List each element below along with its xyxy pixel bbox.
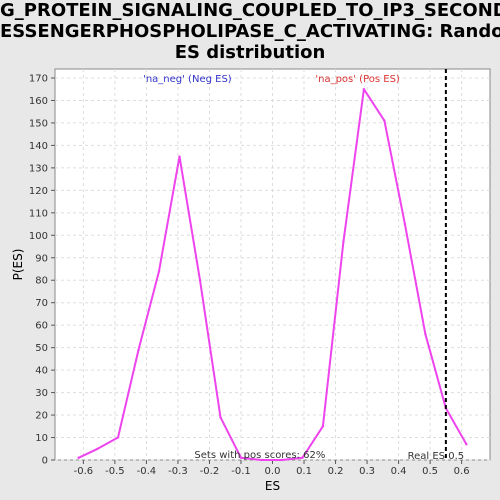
- series-point: [198, 279, 202, 282]
- series-point: [342, 240, 345, 244]
- series-point: [383, 119, 386, 122]
- y-tick-label: 0: [42, 456, 48, 467]
- y-tick-label: 110: [29, 208, 48, 219]
- series-point: [239, 456, 243, 459]
- x-tick-label: -0.6: [74, 466, 94, 477]
- y-tick-label: 70: [35, 298, 48, 309]
- x-tick-label: 0.6: [454, 466, 470, 477]
- x-tick-label: -0.1: [231, 466, 251, 477]
- x-tick-label: -0.5: [105, 466, 125, 477]
- x-tick-label: 0.5: [422, 466, 438, 477]
- y-tick-label: 30: [35, 388, 48, 399]
- series-point: [137, 348, 140, 352]
- x-tick-label: -0.2: [200, 466, 220, 477]
- series-point: [178, 155, 181, 158]
- series-point: [403, 222, 407, 226]
- y-tick-label: 90: [35, 253, 48, 264]
- chart-title-line-2: ESSENGERPHOSPHOLIPASE_C_ACTIVATING: Rand…: [0, 21, 500, 42]
- x-tick-label: 0.3: [359, 466, 375, 477]
- x-axis-label: ES: [265, 479, 280, 493]
- y-tick-label: 120: [29, 186, 48, 197]
- y-tick-label: 20: [35, 411, 48, 422]
- y-tick-label: 60: [35, 321, 48, 332]
- series-point: [424, 332, 427, 336]
- series-point: [260, 458, 263, 462]
- series-point: [219, 416, 222, 419]
- real-es-label: Real ES 0.5: [408, 451, 464, 462]
- y-tick-label: 160: [29, 96, 48, 107]
- series-point: [157, 270, 161, 273]
- x-axis: -0.6 -0.5 -0.4 -0.3 -0.2 -0.1 0.0 0.1 0.2 0.3 0.4 0…: [74, 460, 470, 477]
- y-tick-label: 150: [29, 118, 48, 129]
- pos-scores-annotation: Sets with pos scores: 62%: [194, 450, 325, 461]
- y-axis-label: P(ES): [11, 249, 25, 281]
- y-tick-label: 170: [29, 73, 48, 84]
- series-line: [78, 88, 468, 461]
- series-point: [280, 458, 284, 462]
- x-tick-label: 0.4: [391, 466, 407, 477]
- y-axis: 0 10 20 30 40 50 60 70 80 90 100 110 120 130 140 150 160…: [29, 73, 55, 467]
- x-tick-label: 0.2: [328, 466, 344, 477]
- y-tick-label: 100: [29, 231, 48, 242]
- y-tick-label: 10: [35, 433, 48, 444]
- y-tick-label: 50: [35, 343, 48, 354]
- x-tick-label: 0.1: [296, 466, 312, 477]
- series-point: [116, 436, 120, 439]
- chart-title-line-1: G_PROTEIN_SIGNALING_COUPLED_TO_IP3_SECON…: [0, 0, 500, 21]
- chart-title: G_PROTEIN_SIGNALING_COUPLED_TO_IP3_SECON…: [0, 0, 500, 63]
- series-point: [77, 456, 80, 459]
- y-tick-label: 130: [29, 163, 48, 174]
- series-point: [321, 425, 325, 428]
- y-tick-label: 80: [35, 276, 48, 287]
- y-tick-label: 40: [35, 366, 48, 377]
- x-tick-label: -0.3: [168, 466, 188, 477]
- neg-es-label: 'na_neg' (Neg ES): [143, 74, 232, 85]
- x-tick-label: -0.4: [137, 466, 157, 477]
- x-tick-label: 0.0: [265, 466, 281, 477]
- series-point: [96, 447, 99, 450]
- pos-es-label: 'na_pos' (Pos ES): [315, 74, 400, 85]
- y-tick-label: 140: [29, 141, 48, 152]
- series-point: [301, 456, 304, 459]
- series-point: [362, 88, 366, 91]
- chart-title-line-3: ES distribution: [174, 42, 326, 63]
- series-point: [465, 443, 468, 446]
